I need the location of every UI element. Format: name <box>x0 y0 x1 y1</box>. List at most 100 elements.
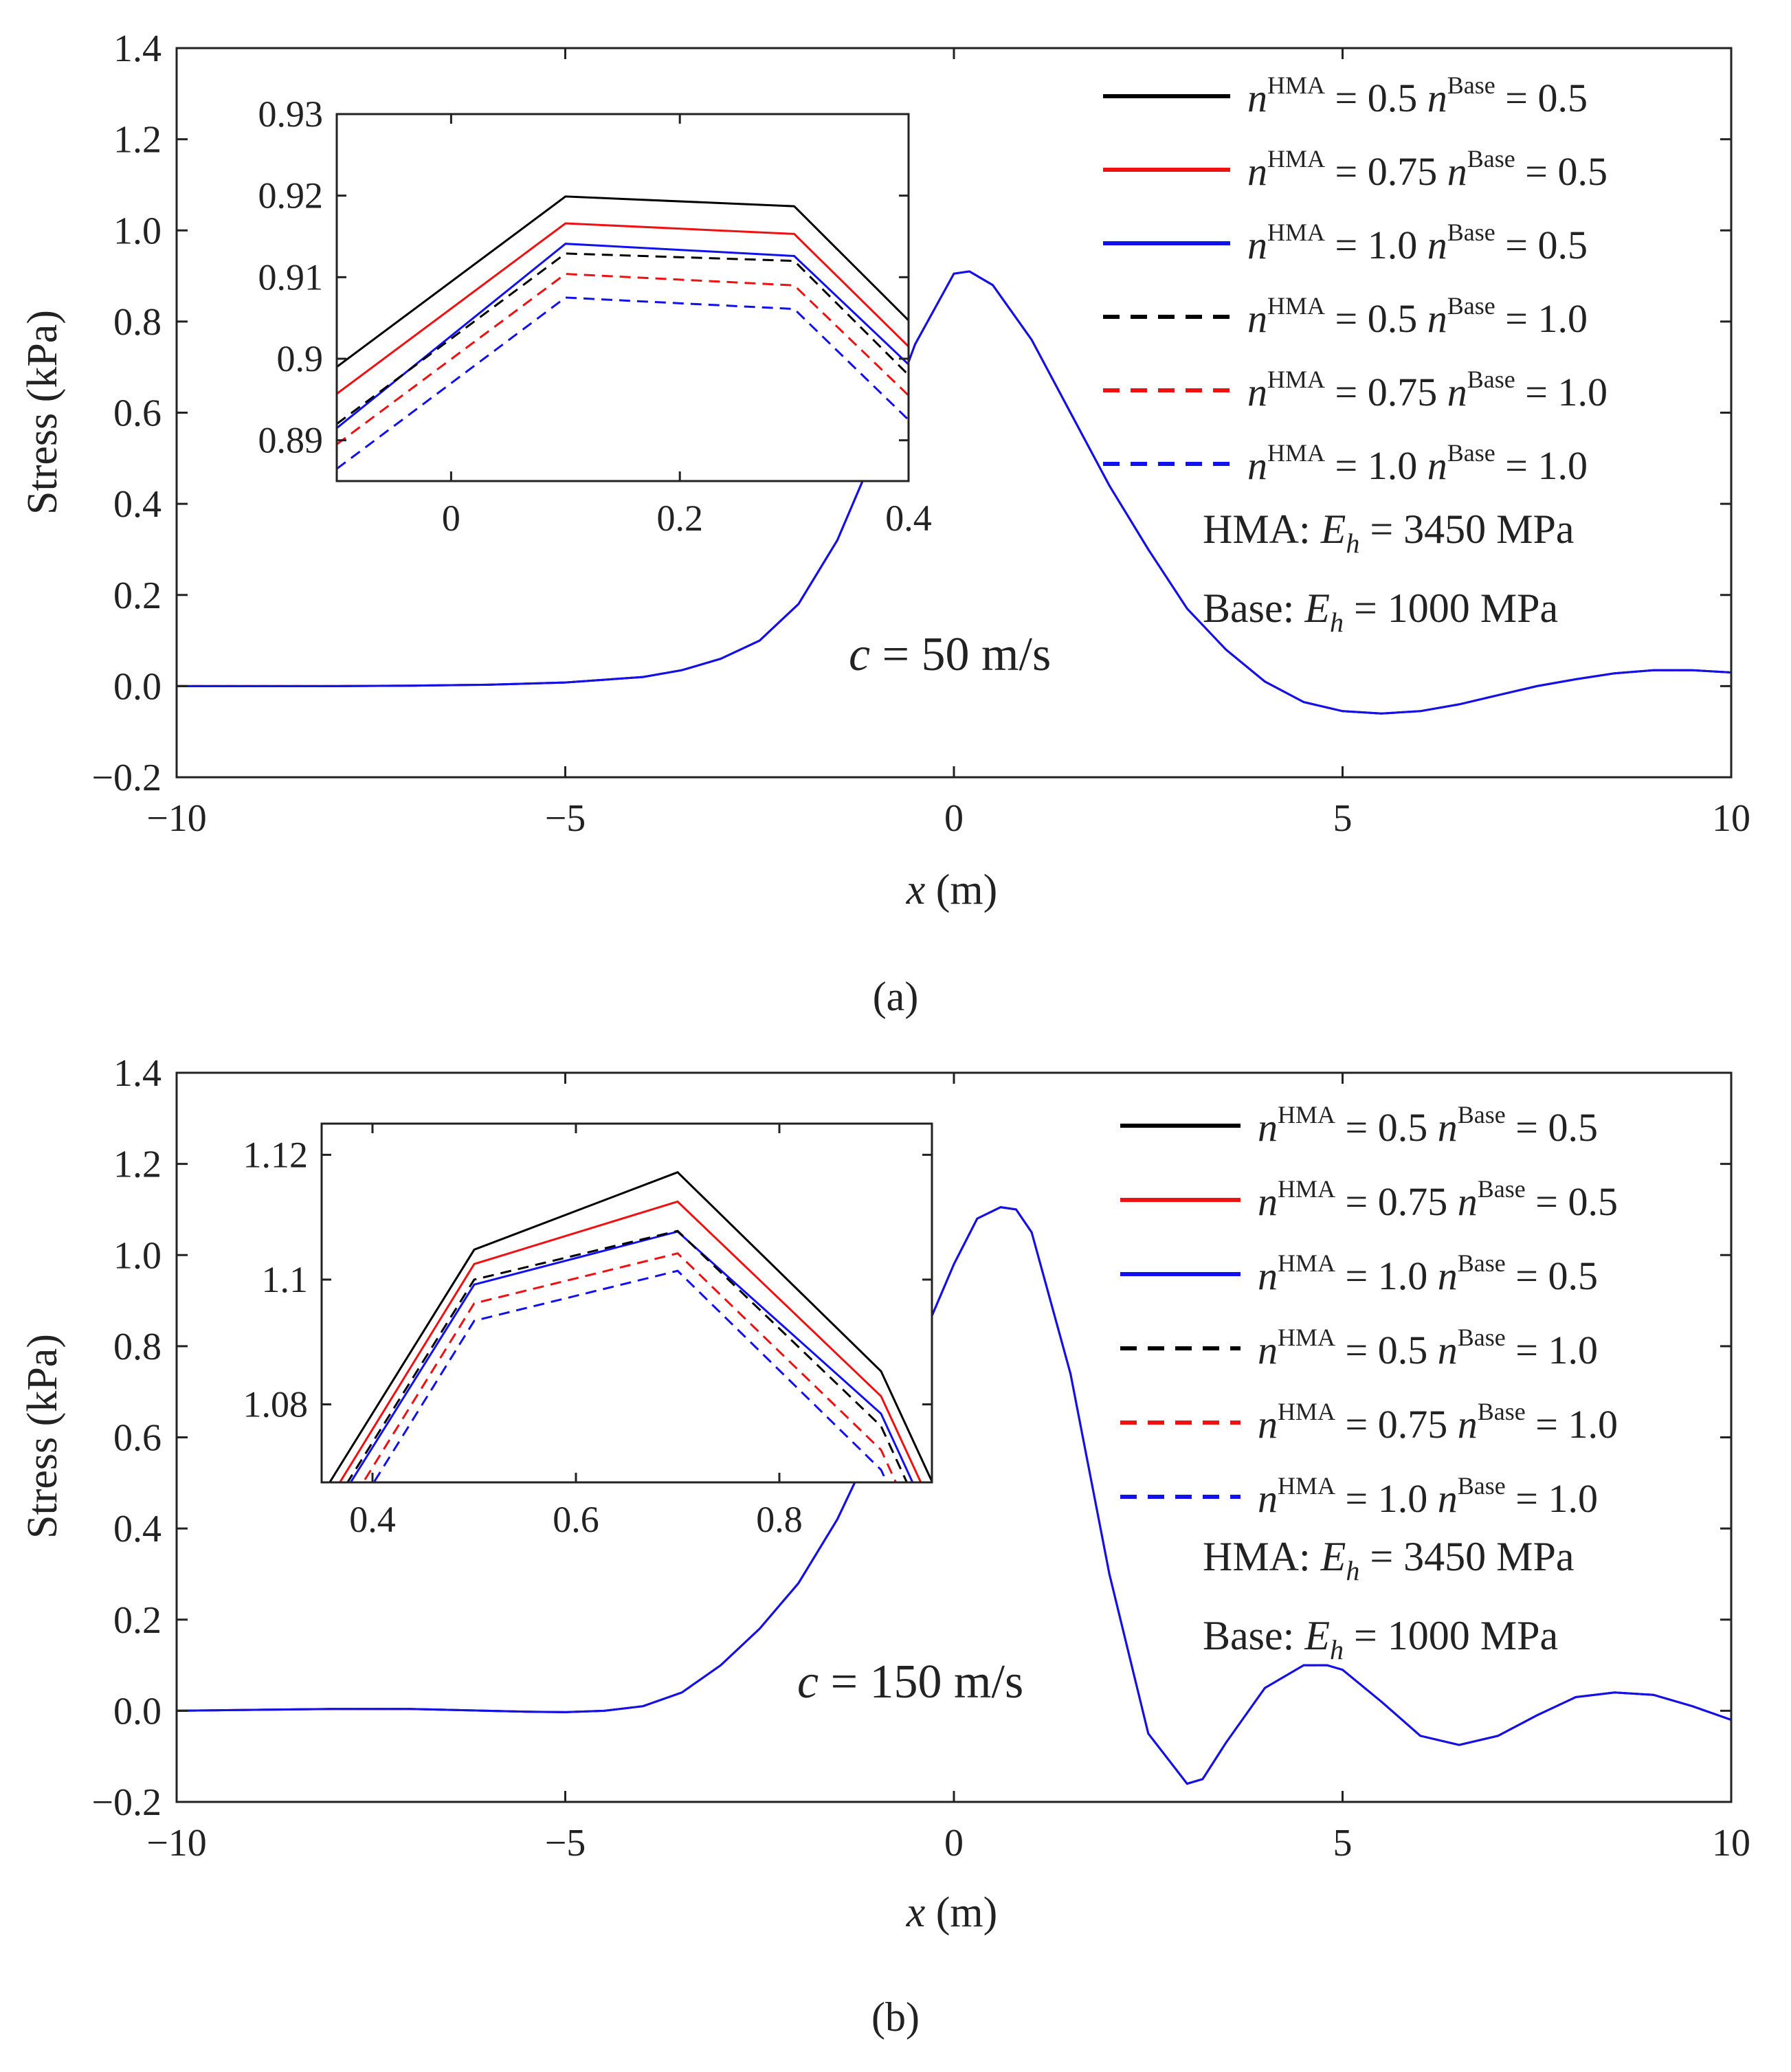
legend-sup-hma: HMA <box>1278 1175 1335 1203</box>
legend-sup-base: Base <box>1467 366 1515 393</box>
inset-curves <box>328 1171 932 1482</box>
x-axis-unit: (m) <box>936 1889 998 1936</box>
inset-plot: 0 0.2 0.4 0.89 0.9 0.91 0.92 0.93 <box>258 93 932 539</box>
speed-annotation: c = 50 m/s <box>849 628 1051 681</box>
legend-n: n <box>1247 370 1267 414</box>
legend-entry: nHMA = 1.0 nBase = 1.0 <box>1247 439 1588 488</box>
material-prefix: HMA: <box>1203 506 1321 552</box>
chart-panel-a: −10 −5 0 5 10 −0.2 0.0 0.2 0.4 0.6 0.8 1.0 1.2 1.4 x (… <box>19 27 1750 1019</box>
legend-n: n <box>1438 1105 1458 1150</box>
inset-plot: 0.4 0.6 0.8 1.08 1.1 1.12 <box>243 1122 933 1540</box>
legend-n: n <box>1247 149 1267 194</box>
legend-n: n <box>1427 443 1447 488</box>
x-tick-label: 10 <box>1712 1822 1750 1864</box>
legend-sup-base: Base <box>1478 1175 1526 1203</box>
y-tick-label: 1.4 <box>113 1052 162 1095</box>
speed-annotation: c = 150 m/s <box>797 1656 1023 1708</box>
inset-series-line <box>337 222 909 395</box>
legend-sup-base: Base <box>1478 1398 1526 1425</box>
legend-n: n <box>1447 370 1467 414</box>
y-tick-label: −0.2 <box>91 1781 162 1824</box>
y-tick-label: 0.8 <box>113 301 162 344</box>
x-tick-label: −5 <box>545 1822 586 1864</box>
inset-y-tick-label: 0.93 <box>258 93 324 135</box>
inset-series-line <box>337 252 909 425</box>
legend-sup-hma: HMA <box>1278 1472 1335 1500</box>
x-axis-label: x (m) <box>906 1889 998 1936</box>
speed-value: = 150 m/s <box>819 1656 1023 1708</box>
legend-n: n <box>1258 1402 1278 1447</box>
material-prefix: Base: <box>1203 1613 1304 1658</box>
inset-series-line <box>346 1229 909 1482</box>
legend-entry: nHMA = 1.0 nBase = 0.5 <box>1258 1249 1598 1298</box>
material-prefix: HMA: <box>1203 1534 1321 1579</box>
legend-entry: nHMA = 0.75 nBase = 1.0 <box>1247 366 1608 414</box>
legend-n-base-value: 1.0 <box>1548 1328 1598 1372</box>
legend-n-base-value: 1.0 <box>1568 1402 1618 1447</box>
legend-sup-hma: HMA <box>1278 1324 1335 1351</box>
legend-sup-base: Base <box>1447 439 1495 467</box>
legend-entry: nHMA = 1.0 nBase = 1.0 <box>1258 1472 1598 1521</box>
inset-y-tick-label: 0.89 <box>258 420 324 461</box>
y-tick-label: 1.4 <box>113 27 162 70</box>
y-tick-label: 0.0 <box>113 1690 162 1733</box>
legend-entry: nHMA = 0.75 nBase = 1.0 <box>1258 1398 1618 1447</box>
legend-sup-hma: HMA <box>1267 439 1325 467</box>
legend-sup-hma: HMA <box>1267 366 1325 393</box>
x-tick-label: −5 <box>545 797 586 840</box>
legend-n-base-value: 0.5 <box>1568 1179 1618 1224</box>
legend-entry: nHMA = 0.5 nBase = 1.0 <box>1247 292 1588 341</box>
y-tick-label: 0.0 <box>113 665 162 708</box>
legend-sup-base: Base <box>1458 1101 1506 1128</box>
curve-line-blue <box>177 270 1731 715</box>
x-axis-var: x <box>906 1889 926 1936</box>
legend-n-hma-value: 0.75 <box>1378 1179 1448 1224</box>
legend-sup-hma: HMA <box>1267 219 1325 246</box>
legend-n: n <box>1458 1402 1478 1447</box>
legend-entry: nHMA = 0.5 nBase = 0.5 <box>1258 1101 1598 1150</box>
inset-series-line <box>337 243 909 430</box>
legend-n-base-value: 1.0 <box>1537 296 1588 341</box>
inset-x-tick-label: 0.4 <box>349 1499 396 1540</box>
material-value: = 3450 MPa <box>1359 506 1574 552</box>
legend-sup-hma: HMA <box>1278 1249 1335 1277</box>
legend-sup-base: Base <box>1458 1249 1506 1277</box>
inset-frame <box>335 113 910 482</box>
y-tick-label: 0.2 <box>113 1599 162 1642</box>
panel-label: (a) <box>873 974 919 1019</box>
legend-n-hma-value: 1.0 <box>1368 223 1418 267</box>
legend-sup-hma: HMA <box>1267 292 1325 320</box>
legend-sup-hma: HMA <box>1267 71 1325 99</box>
legend-n-hma-value: 0.75 <box>1368 370 1438 414</box>
legend: nHMA = 0.5 nBase = 0.5 nHMA = 0.75 nBase … <box>1103 71 1608 488</box>
legend-n-hma-value: 1.0 <box>1378 1476 1428 1521</box>
inset-series-line <box>337 273 909 445</box>
y-tick-label: 1.0 <box>113 1234 162 1277</box>
inset-frame <box>320 1122 933 1484</box>
y-tick-label: 0.6 <box>113 392 162 435</box>
x-axis-var: x <box>906 867 926 913</box>
y-axis-label: Stress (kPa) <box>19 1334 66 1539</box>
legend-sup-base: Base <box>1467 145 1515 172</box>
legend-n-hma-value: 0.75 <box>1378 1402 1448 1447</box>
inset-background <box>337 114 909 481</box>
inset-series-line <box>372 1269 889 1482</box>
legend-n: n <box>1258 1179 1278 1224</box>
y-axis-label: Stress (kPa) <box>19 310 66 515</box>
legend-n: n <box>1438 1476 1458 1521</box>
inset-curves <box>337 195 909 470</box>
y-tick-label: 0.6 <box>113 1417 162 1460</box>
curve-line-blue <box>177 1206 1731 1785</box>
material-var: E <box>1320 506 1346 552</box>
speed-var: c <box>797 1656 819 1708</box>
y-tick-label: 0.4 <box>113 483 162 526</box>
x-tick-label: 5 <box>1333 1822 1353 1864</box>
inset-x-tick-label: 0.6 <box>553 1499 599 1540</box>
inset-series-line <box>361 1252 898 1482</box>
inset-series-line <box>337 195 909 368</box>
legend-sup-hma: HMA <box>1278 1101 1335 1128</box>
legend-sup-base: Base <box>1458 1472 1506 1500</box>
legend-n-hma-value: 0.5 <box>1378 1328 1428 1372</box>
y-tick-label: 1.0 <box>113 210 162 252</box>
legend-n: n <box>1247 223 1267 267</box>
